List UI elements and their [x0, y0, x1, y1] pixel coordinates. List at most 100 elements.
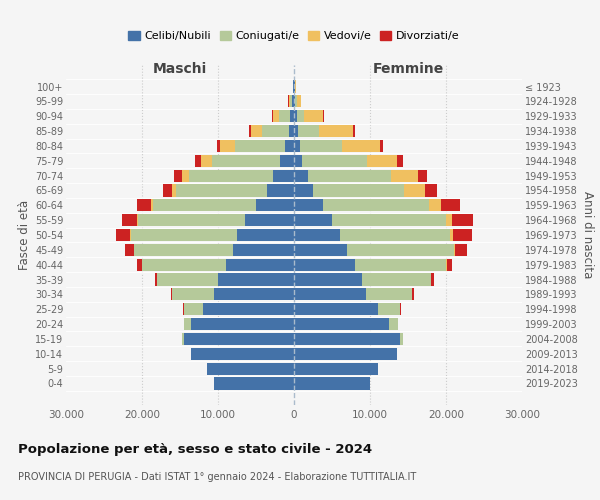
Bar [294, 348, 397, 360]
Bar [292, 96, 294, 108]
Bar [273, 110, 279, 122]
Bar [189, 170, 273, 181]
Bar [289, 125, 294, 137]
Legend: Celibi/Nubili, Coniugati/e, Vedovi/e, Divorziati/e: Celibi/Nubili, Coniugati/e, Vedovi/e, Di… [124, 26, 464, 46]
Bar [366, 288, 412, 300]
Bar [298, 125, 319, 137]
Bar [294, 214, 332, 226]
Bar [131, 229, 237, 241]
Bar [412, 288, 413, 300]
Bar [400, 303, 401, 316]
Bar [137, 214, 138, 226]
Bar [342, 140, 380, 152]
Bar [130, 229, 131, 241]
Bar [294, 96, 295, 108]
Bar [380, 140, 383, 152]
Bar [332, 214, 446, 226]
Bar [206, 362, 294, 374]
Bar [137, 258, 142, 271]
Bar [137, 199, 151, 211]
Bar [262, 125, 289, 137]
Bar [294, 274, 362, 285]
Bar [138, 214, 245, 226]
Bar [155, 274, 157, 285]
Bar [294, 333, 400, 345]
Bar [116, 229, 130, 241]
Bar [294, 110, 296, 122]
Bar [182, 170, 189, 181]
Bar [226, 258, 294, 271]
Bar [172, 184, 176, 196]
Bar [214, 378, 294, 390]
Text: Femmine: Femmine [373, 62, 443, 76]
Bar [217, 140, 220, 152]
Bar [362, 274, 431, 285]
Bar [431, 274, 434, 285]
Bar [272, 110, 273, 122]
Text: Maschi: Maschi [153, 62, 207, 76]
Bar [285, 140, 294, 152]
Bar [294, 154, 302, 167]
Bar [218, 274, 294, 285]
Bar [294, 258, 355, 271]
Bar [157, 274, 218, 285]
Bar [233, 244, 294, 256]
Bar [353, 125, 355, 137]
Bar [191, 318, 294, 330]
Bar [294, 140, 300, 152]
Bar [429, 199, 440, 211]
Bar [122, 214, 137, 226]
Bar [294, 244, 347, 256]
Bar [214, 288, 294, 300]
Bar [323, 199, 429, 211]
Bar [249, 125, 251, 137]
Bar [294, 318, 389, 330]
Bar [452, 214, 473, 226]
Bar [256, 199, 294, 211]
Bar [151, 199, 154, 211]
Bar [294, 170, 308, 181]
Bar [294, 125, 298, 137]
Bar [293, 80, 294, 92]
Bar [313, 184, 404, 196]
Bar [125, 244, 134, 256]
Bar [290, 110, 294, 122]
Bar [296, 96, 301, 108]
Bar [273, 170, 294, 181]
Bar [302, 154, 367, 167]
Bar [294, 378, 370, 390]
Bar [377, 303, 400, 316]
Bar [347, 244, 454, 256]
Bar [142, 258, 226, 271]
Bar [184, 318, 191, 330]
Bar [455, 244, 467, 256]
Bar [174, 170, 182, 181]
Bar [308, 170, 391, 181]
Bar [367, 154, 397, 167]
Bar [212, 154, 280, 167]
Bar [172, 288, 214, 300]
Bar [355, 258, 446, 271]
Bar [319, 125, 353, 137]
Bar [294, 199, 323, 211]
Bar [340, 229, 450, 241]
Bar [446, 214, 452, 226]
Bar [300, 140, 342, 152]
Bar [184, 333, 294, 345]
Bar [295, 96, 296, 108]
Bar [294, 362, 377, 374]
Bar [280, 154, 294, 167]
Bar [183, 303, 184, 316]
Bar [279, 110, 290, 122]
Bar [290, 96, 292, 108]
Bar [454, 244, 455, 256]
Bar [134, 244, 233, 256]
Bar [294, 303, 377, 316]
Bar [400, 333, 403, 345]
Bar [440, 199, 460, 211]
Bar [295, 80, 296, 92]
Bar [184, 303, 203, 316]
Bar [191, 348, 294, 360]
Bar [289, 96, 290, 108]
Bar [154, 199, 256, 211]
